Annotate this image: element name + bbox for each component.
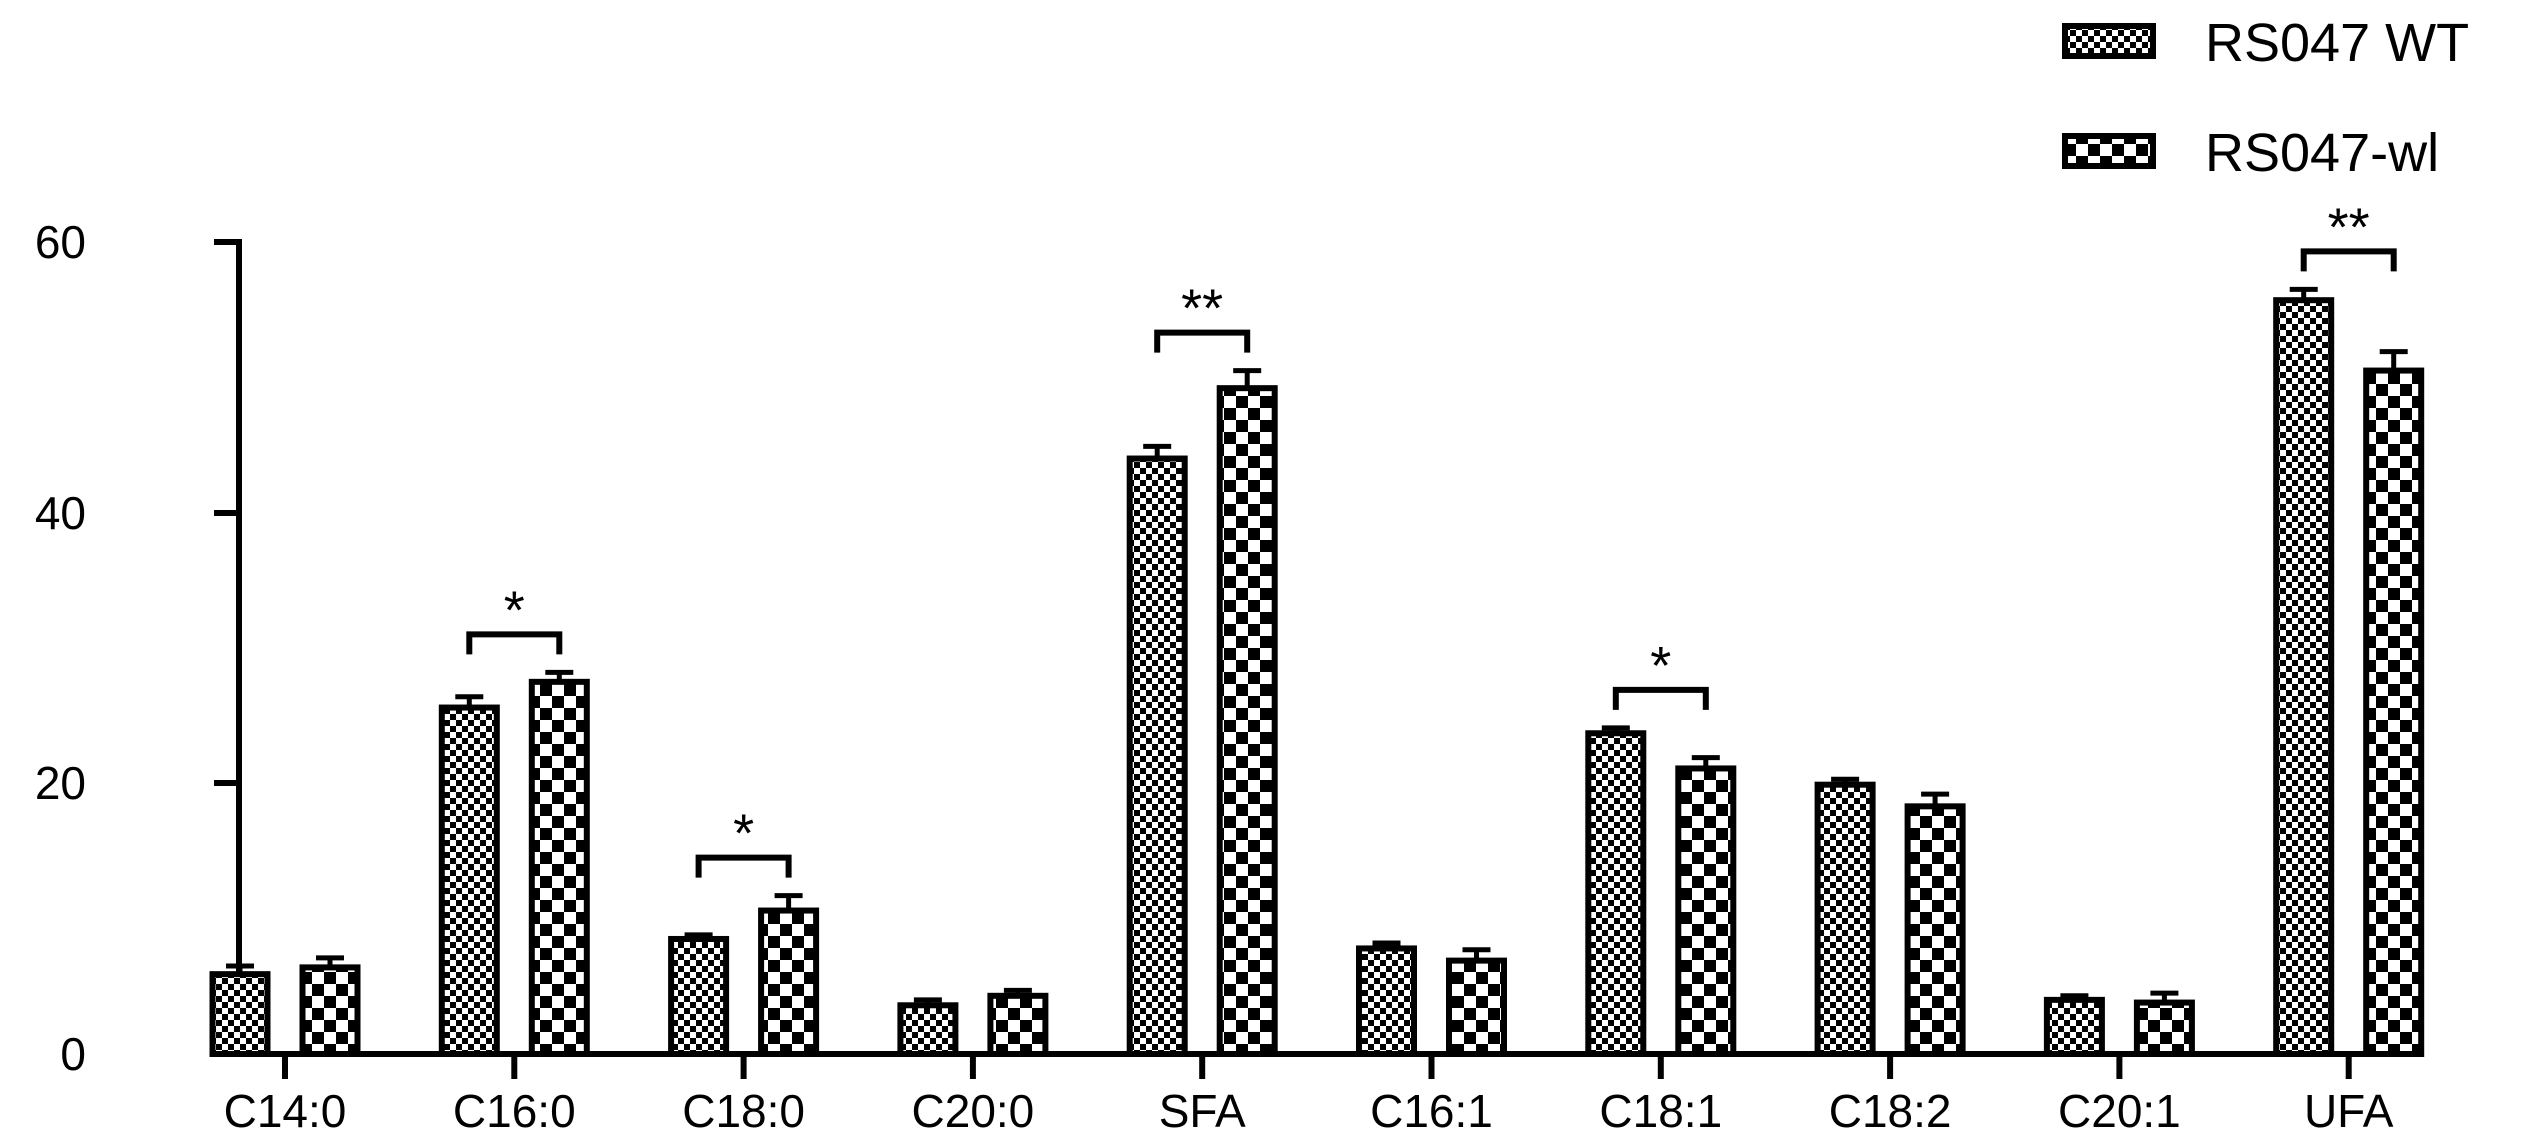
- bar-rs047-wl-c14-0: [299, 964, 361, 1057]
- significance-bracket-c18-1: [1612, 686, 1709, 710]
- error-bar-rs047-wt-c20-0: [913, 997, 942, 1006]
- significance-bracket-sfa: [1154, 329, 1251, 353]
- error-bar-rs047-wl-c20-1: [2150, 990, 2179, 1003]
- significance-label-ufa: **: [2328, 197, 2370, 257]
- bar-rs047-wl-sfa: [1216, 385, 1278, 1058]
- bar-rs047-wt-c16-0: [438, 704, 500, 1058]
- error-bar-rs047-wl-c14-0: [316, 955, 344, 968]
- bar-rs047-wt-c18-0: [668, 935, 730, 1058]
- x-tick-label-sfa: SFA: [1159, 1085, 1246, 1137]
- significance-label-c16-0: *: [504, 580, 525, 640]
- significance-bracket-c18-0: [695, 854, 792, 878]
- error-bar-rs047-wl-c18-1: [1691, 755, 1720, 769]
- bar-rs047-wt-c20-0: [897, 1002, 959, 1058]
- y-tick-label-40: 40: [35, 487, 86, 539]
- error-bar-rs047-wl-c18-0: [774, 893, 803, 911]
- bar-rs047-wl-c16-0: [528, 678, 590, 1057]
- x-tick-label-c18-2: C18:2: [1829, 1085, 1952, 1137]
- error-bar-rs047-wl-ufa: [2379, 349, 2408, 371]
- bar-rs047-wl-c18-0: [758, 907, 820, 1058]
- error-bar-rs047-wt-c18-0: [684, 932, 713, 939]
- significance-label-c18-1: *: [1650, 636, 1671, 696]
- significance-bracket-c16-0: [466, 631, 563, 655]
- significance-bracket-ufa: [2300, 248, 2397, 272]
- bar-rs047-wl-c18-2: [1904, 803, 1966, 1058]
- error-bar-rs047-wl-sfa: [1233, 368, 1262, 389]
- x-tick-label-c16-1: C16:1: [1370, 1085, 1493, 1137]
- bar-rs047-wt-ufa: [2273, 297, 2335, 1057]
- bars: [209, 297, 2425, 1058]
- y-axis: 0 20 40 60: [35, 216, 242, 1080]
- error-bar-rs047-wt-c14-0: [226, 963, 254, 975]
- x-tick-label-c14-0: C14:0: [224, 1085, 347, 1137]
- error-bar-rs047-wl-c16-1: [1462, 947, 1491, 961]
- significance-label-sfa: **: [1181, 279, 1223, 339]
- error-bar-rs047-wt-sfa: [1143, 443, 1172, 459]
- bar-rs047-wt-c20-1: [2043, 996, 2105, 1057]
- significance-label-c18-0: *: [733, 804, 754, 864]
- error-bar-rs047-wt-ufa: [2289, 286, 2318, 301]
- y-tick-label-20: 20: [35, 757, 86, 809]
- x-tick-label-c20-1: C20:1: [2058, 1085, 2181, 1137]
- error-bar-rs047-wt-c16-0: [455, 694, 484, 708]
- bar-rs047-wt-c16-1: [1356, 945, 1417, 1057]
- bar-rs047-wl-c18-1: [1675, 765, 1737, 1057]
- y-tick-label-0: 0: [60, 1028, 86, 1080]
- bar-rs047-wl-c16-1: [1446, 957, 1507, 1057]
- x-tick-label-c16-0: C16:0: [453, 1085, 576, 1137]
- legend-label-rs047-wl: RS047-wl: [2205, 123, 2439, 183]
- bar-rs047-wt-c14-0: [209, 971, 271, 1057]
- bar-rs047-wl-c20-1: [2133, 999, 2195, 1057]
- x-tick-label-ufa: UFA: [2304, 1085, 2394, 1137]
- error-bar-rs047-wt-c18-2: [1831, 776, 1860, 785]
- legend-swatch-rs047-wt: [2062, 23, 2156, 59]
- error-bar-rs047-wl-c18-2: [1921, 791, 1950, 807]
- x-tick-label-c18-1: C18:1: [1599, 1085, 1722, 1137]
- bar-rs047-wl-c20-0: [987, 992, 1049, 1057]
- legend: RS047 WT RS047-wl: [2062, 13, 2469, 183]
- bar-rs047-wt-sfa: [1126, 455, 1188, 1057]
- legend-swatch-rs047-wl: [2062, 133, 2156, 169]
- bar-rs047-wl-ufa: [2363, 367, 2425, 1058]
- legend-label-rs047-wt: RS047 WT: [2205, 13, 2469, 73]
- bar-rs047-wt-c18-1: [1585, 730, 1647, 1057]
- error-bars: [226, 286, 2408, 1006]
- error-bar-rs047-wt-c16-1: [1372, 940, 1401, 949]
- error-bar-rs047-wt-c18-1: [1601, 725, 1630, 734]
- error-bar-rs047-wt-c20-1: [2060, 993, 2089, 1000]
- error-bar-rs047-wl-c16-0: [545, 669, 574, 682]
- x-tick-label-c20-0: C20:0: [912, 1085, 1035, 1137]
- x-tick-label-c18-0: C18:0: [682, 1085, 805, 1137]
- bar-rs047-wt-c18-2: [1814, 781, 1876, 1057]
- y-tick-label-60: 60: [35, 216, 86, 268]
- error-bar-rs047-wl-c20-0: [1003, 987, 1032, 996]
- x-ticks: C14:0 C16:0 C18:0 C20:0 SFA C16:1 C18:1 C18:2 C2…: [224, 1054, 2394, 1137]
- significance-markers: *******: [466, 197, 2397, 878]
